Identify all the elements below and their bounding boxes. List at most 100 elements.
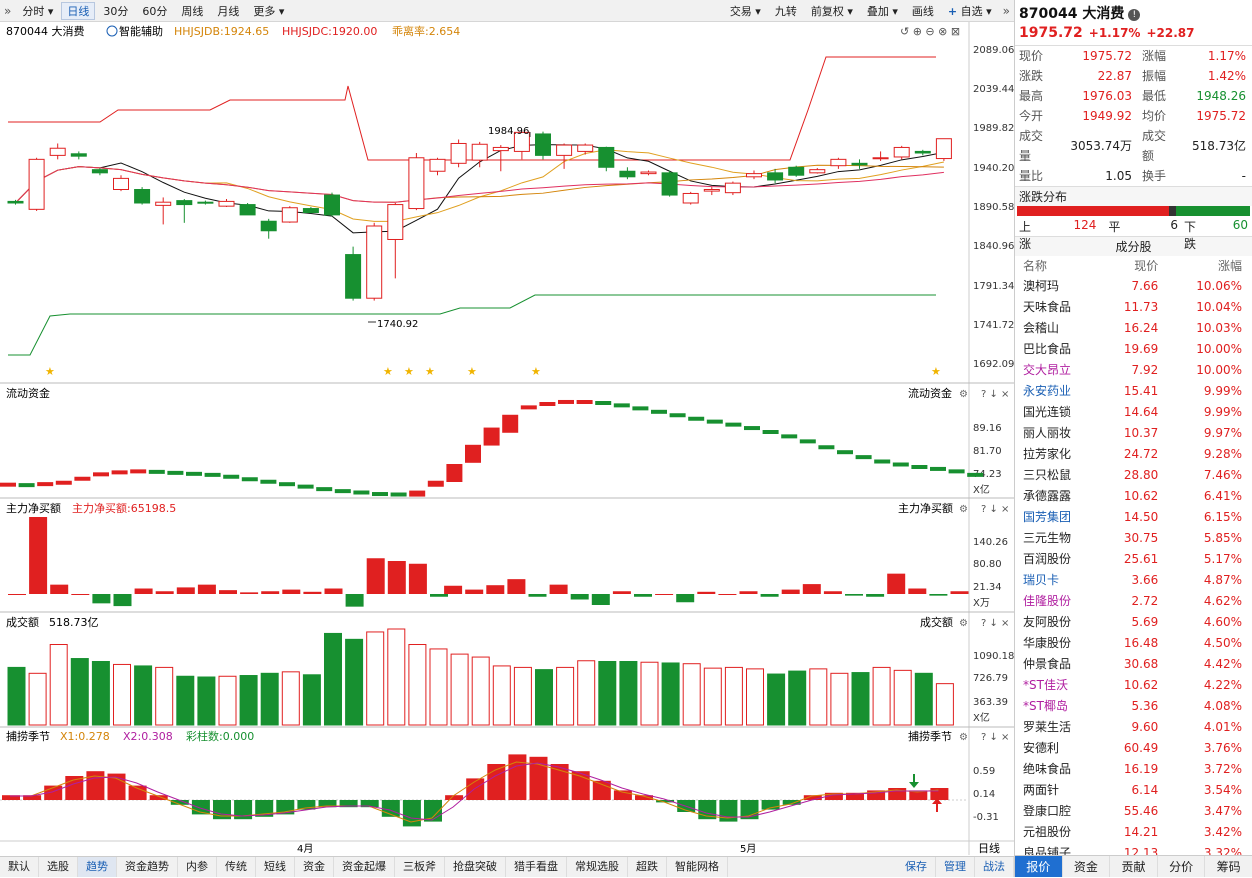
amount-bar [746, 668, 764, 726]
tab-intraday[interactable]: 分时 ▾ [22, 4, 54, 18]
trade-menu[interactable]: 交易 ▾ [729, 4, 761, 18]
column-header[interactable]: 涨幅 [1217, 259, 1242, 273]
adjust-menu[interactable]: 前复权 ▾ [810, 4, 853, 18]
tab-strategy[interactable]: 猎手看盘 [506, 857, 567, 877]
tab-strategy[interactable]: 资金趋势 [117, 857, 178, 877]
component-row[interactable]: 澳柯玛 7.66 10.06% [1015, 275, 1252, 296]
component-cell: 30.75 [1123, 530, 1159, 545]
component-row[interactable]: 交大昂立 7.92 10.00% [1015, 359, 1252, 380]
component-row[interactable]: 三只松鼠 28.80 7.46% [1015, 464, 1252, 485]
settings-icon[interactable]: ⚙ [959, 732, 968, 743]
component-row[interactable]: *ST椰岛 5.36 4.08% [1015, 695, 1252, 716]
candle-body [429, 158, 446, 172]
tab-weekly[interactable]: 周线 [181, 4, 204, 18]
tab-30min[interactable]: 30分 [103, 4, 129, 18]
component-row[interactable]: 登康口腔 55.46 3.47% [1015, 800, 1252, 821]
amount-bar [218, 675, 237, 726]
component-row[interactable]: 两面针 6.14 3.54% [1015, 779, 1252, 800]
chart-panel[interactable]: 870044 大消费 智能辅助 HHJSJDB:1924.65 HHJSJDC:… [0, 22, 1014, 855]
tab-funds[interactable]: 资金 [1063, 856, 1111, 877]
net-buy-bar [823, 591, 842, 594]
component-row[interactable]: 会稽山 16.24 10.03% [1015, 317, 1252, 338]
tactics-button[interactable]: 战法 [975, 857, 1014, 877]
amount-bar [176, 675, 195, 726]
net-value: 主力净买额:65198.5 [72, 501, 176, 515]
component-row[interactable]: 百润股份 25.61 5.17% [1015, 548, 1252, 569]
panel-tools-icon[interactable]: ↺ ⊕ ⊖ ⊗ ⊠ [900, 25, 960, 38]
tab-strategy[interactable]: 默认 [0, 857, 39, 877]
tab-strategy[interactable]: 智能网格 [667, 857, 728, 877]
manage-button[interactable]: 管理 [936, 857, 975, 877]
tab-more[interactable]: 更多 ▾ [253, 4, 285, 18]
nine-turn-button[interactable]: 九转 [774, 4, 797, 18]
flow-title-right: 流动资金 [908, 386, 952, 400]
collapse-left-icon[interactable]: » [4, 3, 12, 18]
component-row[interactable]: 元祖股份 14.21 3.42% [1015, 821, 1252, 842]
expand-right-icon[interactable]: » [1002, 3, 1010, 18]
component-row[interactable]: 国芳集团 14.50 6.15% [1015, 506, 1252, 527]
tab-strategy[interactable]: 常规选股 [567, 857, 628, 877]
panel-controls-icon[interactable]: ? ↓ × [981, 618, 1009, 629]
component-row[interactable]: *ST佳沃 10.62 4.22% [1015, 674, 1252, 695]
flow-bar [502, 414, 519, 433]
component-row[interactable]: 友阿股份 5.69 4.60% [1015, 611, 1252, 632]
component-row[interactable]: 国光连锁 14.64 9.99% [1015, 401, 1252, 422]
component-row[interactable]: 绝味食品 16.19 3.72% [1015, 758, 1252, 779]
save-button[interactable]: 保存 [897, 857, 936, 877]
tab-strategy[interactable]: 资金 [295, 857, 334, 877]
tab-daily[interactable]: 日线 [61, 1, 96, 20]
flow-tick: 81.70 [973, 446, 1002, 457]
tab-timeshare[interactable]: 分价 [1158, 856, 1206, 877]
tab-strategy[interactable]: 传统 [217, 857, 256, 877]
component-row[interactable]: 永安药业 15.41 9.99% [1015, 380, 1252, 401]
panel-controls-icon[interactable]: ? ↓ × [981, 732, 1009, 743]
component-row[interactable]: 罗莱生活 9.60 4.01% [1015, 716, 1252, 737]
settings-icon[interactable]: ⚙ [959, 389, 968, 400]
component-cell: 3.54% [1203, 782, 1242, 797]
tab-strategy[interactable]: 短线 [256, 857, 295, 877]
assist-toggle-icon[interactable] [106, 25, 118, 37]
draw-line-button[interactable]: 画线 [911, 4, 934, 18]
component-cell: 国光连锁 [1023, 405, 1072, 419]
component-row[interactable]: 佳隆股份 2.72 4.62% [1015, 590, 1252, 611]
net-unit: X万 [973, 598, 990, 609]
component-row[interactable]: 天味食品 11.73 10.04% [1015, 296, 1252, 317]
arrow-down-icon [909, 774, 919, 788]
tab-strategy[interactable]: 内参 [178, 857, 217, 877]
component-row[interactable]: 瑞贝卡 3.66 4.87% [1015, 569, 1252, 590]
component-row[interactable]: 拉芳家化 24.72 9.28% [1015, 443, 1252, 464]
add-watchlist-button[interactable]: + 自选 ▾ [947, 4, 992, 18]
tab-strategy[interactable]: 超跌 [628, 857, 667, 877]
tab-quote[interactable]: 报价 [1015, 856, 1063, 877]
component-row[interactable]: 仲景食品 30.68 4.42% [1015, 653, 1252, 674]
column-header[interactable]: 现价 [1134, 259, 1159, 273]
candle-body [28, 158, 45, 210]
component-row[interactable]: 巴比食品 19.69 10.00% [1015, 338, 1252, 359]
tab-60min[interactable]: 60分 [142, 4, 168, 18]
season-title: 捕捞季节 [6, 729, 50, 743]
component-row[interactable]: 承德露露 10.62 6.41% [1015, 485, 1252, 506]
component-row[interactable]: 丽人丽妆 10.37 9.97% [1015, 422, 1252, 443]
component-row[interactable]: 三元生物 30.75 5.85% [1015, 527, 1252, 548]
info-icon[interactable]: ! [1128, 9, 1141, 21]
settings-icon[interactable]: ⚙ [959, 504, 968, 515]
tab-strategy[interactable]: 选股 [39, 857, 78, 877]
net-buy-bar [50, 584, 69, 594]
overlay-menu[interactable]: 叠加 ▾ [866, 4, 898, 18]
tab-strategy[interactable]: 资金起爆 [334, 857, 395, 877]
panel-controls-icon[interactable]: ? ↓ × [981, 389, 1009, 400]
component-row[interactable]: 华康股份 16.48 4.50% [1015, 632, 1252, 653]
column-header[interactable]: 名称 [1023, 259, 1048, 273]
tab-monthly[interactable]: 月线 [217, 4, 240, 18]
tab-strategy[interactable]: 三板斧 [395, 857, 445, 877]
settings-icon[interactable]: ⚙ [959, 618, 968, 629]
net-buy-bar [950, 591, 969, 594]
tab-strategy[interactable]: 趋势 [78, 857, 117, 877]
tab-strategy[interactable]: 抢盘突破 [445, 857, 506, 877]
component-row[interactable]: 安德利 60.49 3.76% [1015, 737, 1252, 758]
candle-body [513, 131, 530, 152]
tab-contribution[interactable]: 贡献 [1110, 856, 1158, 877]
amount-bar [450, 653, 469, 726]
tab-chips[interactable]: 筹码 [1205, 856, 1252, 877]
panel-controls-icon[interactable]: ? ↓ × [981, 504, 1009, 515]
